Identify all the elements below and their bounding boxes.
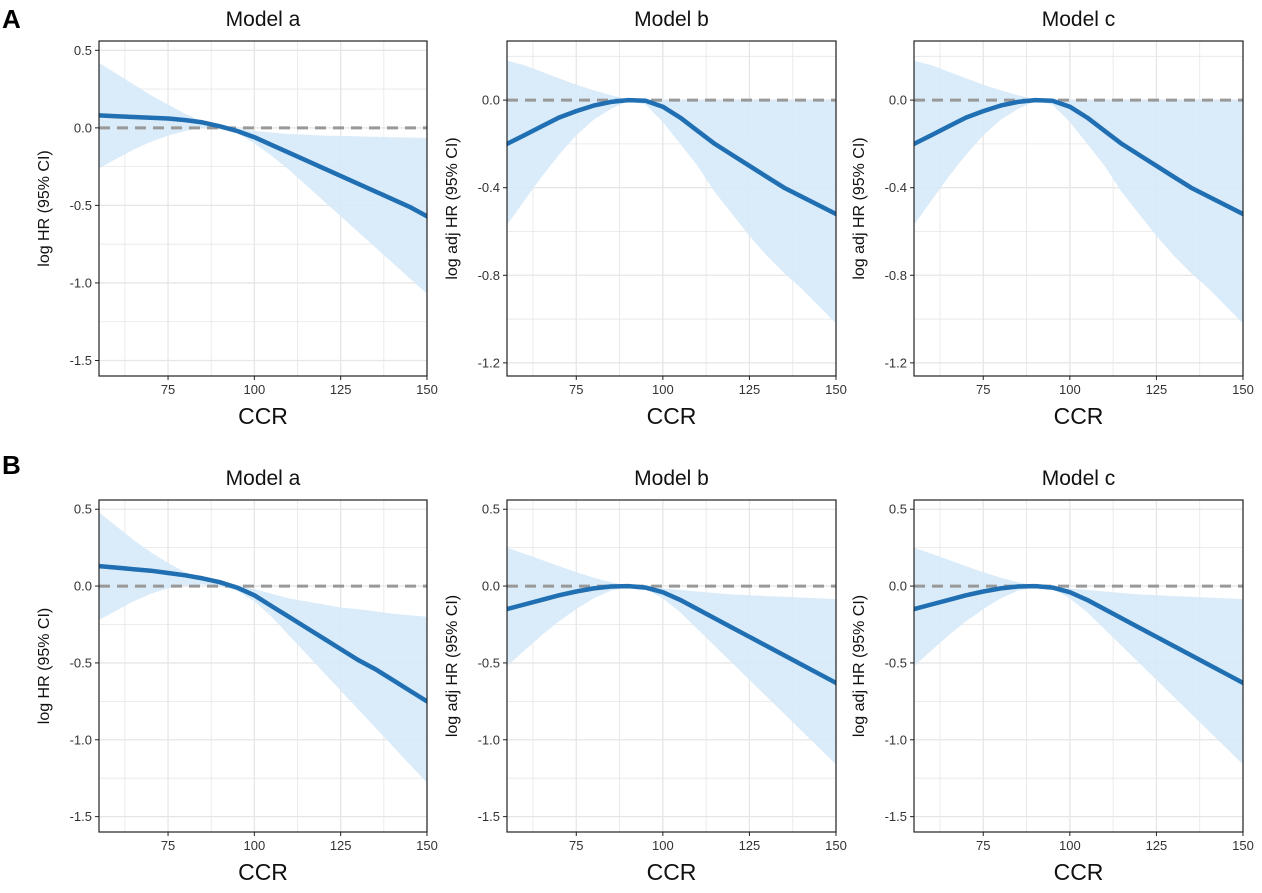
chart-b-c-y-tick-label: -1.5 [885, 809, 907, 824]
chart-b-a-confidence-band [99, 512, 427, 783]
chart-b-c-x-axis-label: CCR [1054, 859, 1104, 885]
chart-a-a-x-tick-label: 100 [244, 382, 266, 397]
chart-b-c-x-tick-label: 125 [1146, 838, 1168, 853]
chart-b-b-title: Model b [634, 467, 709, 490]
chart-b-b-y-tick-label: -1.0 [478, 732, 500, 747]
chart-b-c-frame [913, 499, 1244, 833]
chart-b-a-y-axis-label: log HR (95% CI) [36, 608, 53, 724]
chart-a-b-title: Model b [634, 8, 709, 31]
chart-a-c-x-tick-label: 125 [1146, 382, 1168, 397]
chart-b-a-x-tick-label: 75 [161, 838, 175, 853]
chart-a-a-x-axis-label: CCR [238, 403, 288, 429]
chart-a-a-x-tick-label: 125 [330, 382, 352, 397]
chart-a-c-frame [913, 40, 1244, 377]
chart-a-a-y-tick-label: 0.0 [74, 120, 92, 135]
chart-a-c-confidence-band [914, 60, 1243, 324]
chart-a-b-y-tick-label: -1.2 [478, 355, 500, 370]
chart-a-a-y-tick-label: 0.5 [74, 43, 92, 58]
chart-a-c-x-tick-label: 75 [976, 382, 990, 397]
chart-b-a-x-tick-label: 100 [244, 838, 266, 853]
chart-b-b-x-tick-label: 100 [652, 838, 674, 853]
chart-b-a-x-tick-label: 125 [330, 838, 352, 853]
chart-a-b-confidence-band [507, 60, 836, 324]
chart-a-c-x-tick-label: 150 [1232, 382, 1254, 397]
chart-a-a-y-tick-label: -0.5 [70, 198, 92, 213]
chart-b-a-y-tick-label: -1.0 [70, 732, 92, 747]
chart-b-c-y-tick-label: 0.5 [889, 502, 907, 517]
chart-b-a-y-tick-label: -1.5 [70, 809, 92, 824]
chart-b-a-title: Model a [226, 467, 301, 490]
panel-label-a: A [2, 4, 21, 34]
chart-b-b-y-tick-label: 0.5 [482, 502, 500, 517]
chart-a-b: 75 100 125 150 0.0 -0.4 -0.8 -1.2 Model b CCR log … [444, 8, 847, 429]
chart-b-a: 75 100 125 150 0.5 0.0 -0.5 -1.0 -1.5 Model a CCR l… [36, 467, 438, 885]
chart-a-c: 75 100 125 150 0.0 -0.4 -0.8 -1.2 Model c CCR log … [851, 8, 1254, 429]
chart-b-a-estimate-line [99, 563, 427, 704]
chart-a-a-y-tick-label: -1.5 [70, 353, 92, 368]
chart-b-c-title: Model c [1042, 467, 1116, 490]
chart-b-c-y-axis-label: log adj HR (95% CI) [851, 595, 868, 737]
chart-a-b-y-tick-label: -0.8 [478, 268, 500, 283]
chart-a-c-x-tick-label: 100 [1059, 382, 1081, 397]
chart-b-a-y-tick-label: 0.5 [74, 502, 92, 517]
chart-b-b-x-tick-label: 125 [739, 838, 761, 853]
chart-a-c-y-tick-label: 0.0 [889, 93, 907, 108]
chart-b-c: 75 100 125 150 0.5 0.0 -0.5 -1.0 -1.5 Model c CCR l… [851, 467, 1254, 885]
chart-b-a-y-tick-label: 0.0 [74, 579, 92, 594]
chart-b-b-x-tick-label: 75 [569, 838, 583, 853]
chart-b-b-x-axis-label: CCR [647, 859, 697, 885]
chart-b-b-y-tick-label: 0.0 [482, 579, 500, 594]
chart-a-c-x-axis-label: CCR [1054, 403, 1104, 429]
chart-b-b-x-tick-label: 150 [825, 838, 847, 853]
chart-a-a-x-tick-label: 75 [161, 382, 175, 397]
chart-a-b-frame [506, 40, 837, 377]
chart-a-b-x-tick-label: 150 [825, 382, 847, 397]
chart-a-c-title: Model c [1042, 8, 1116, 31]
chart-b-c-y-tick-label: -1.0 [885, 732, 907, 747]
chart-b-c-estimate-line [914, 583, 1243, 686]
chart-a-c-y-tick-label: -1.2 [885, 355, 907, 370]
chart-b-a-y-tick-label: -0.5 [70, 655, 92, 670]
panel-label-b: B [2, 450, 21, 480]
chart-b-b-estimate-line [507, 583, 836, 686]
chart-a-b-x-tick-label: 75 [569, 382, 583, 397]
chart-a-b-estimate-line [507, 97, 836, 217]
chart-a-b-x-tick-label: 100 [652, 382, 674, 397]
chart-b-a-frame [98, 499, 428, 833]
chart-b-c-x-tick-label: 75 [976, 838, 990, 853]
chart-b-c-y-tick-label: -0.5 [885, 655, 907, 670]
chart-a-c-estimate-line [914, 97, 1243, 217]
chart-a-a-estimate-line [99, 113, 427, 219]
chart-a-a-x-tick-label: 150 [416, 382, 438, 397]
chart-a-c-y-tick-label: -0.8 [885, 268, 907, 283]
chart-a-c-y-axis-label: log adj HR (95% CI) [851, 137, 868, 279]
chart-b-c-confidence-band [914, 547, 1243, 765]
chart-b-b-y-tick-label: -0.5 [478, 655, 500, 670]
chart-a-a-frame [98, 40, 428, 377]
chart-b-c-x-tick-label: 100 [1059, 838, 1081, 853]
charts-container: 75 100 125 150 0.5 0.0 -0.5 -1.0 -1.5 Model a CCR l… [36, 8, 1254, 885]
chart-a-a-title: Model a [226, 8, 301, 31]
chart-b-a-x-axis-label: CCR [238, 859, 288, 885]
chart-b-b: 75 100 125 150 0.5 0.0 -0.5 -1.0 -1.5 Model b CCR l… [444, 467, 847, 885]
chart-a-b-x-axis-label: CCR [647, 403, 697, 429]
chart-b-c-y-tick-label: 0.0 [889, 579, 907, 594]
chart-b-a-x-tick-label: 150 [416, 838, 438, 853]
chart-b-b-frame [506, 499, 837, 833]
chart-a-a-y-axis-label: log HR (95% CI) [36, 150, 53, 266]
chart-a-c-y-tick-label: -0.4 [885, 180, 907, 195]
chart-a-b-x-tick-label: 125 [739, 382, 761, 397]
chart-b-b-confidence-band [507, 547, 836, 765]
chart-a-b-y-axis-label: log adj HR (95% CI) [444, 137, 461, 279]
chart-b-b-y-axis-label: log adj HR (95% CI) [444, 595, 461, 737]
chart-b-c-x-tick-label: 150 [1232, 838, 1254, 853]
chart-b-b-y-tick-label: -1.5 [478, 809, 500, 824]
chart-a-a-y-tick-label: -1.0 [70, 275, 92, 290]
chart-a-b-y-tick-label: -0.4 [478, 180, 500, 195]
chart-a-a: 75 100 125 150 0.5 0.0 -0.5 -1.0 -1.5 Model a CCR l… [36, 8, 438, 429]
chart-a-b-y-tick-label: 0.0 [482, 93, 500, 108]
